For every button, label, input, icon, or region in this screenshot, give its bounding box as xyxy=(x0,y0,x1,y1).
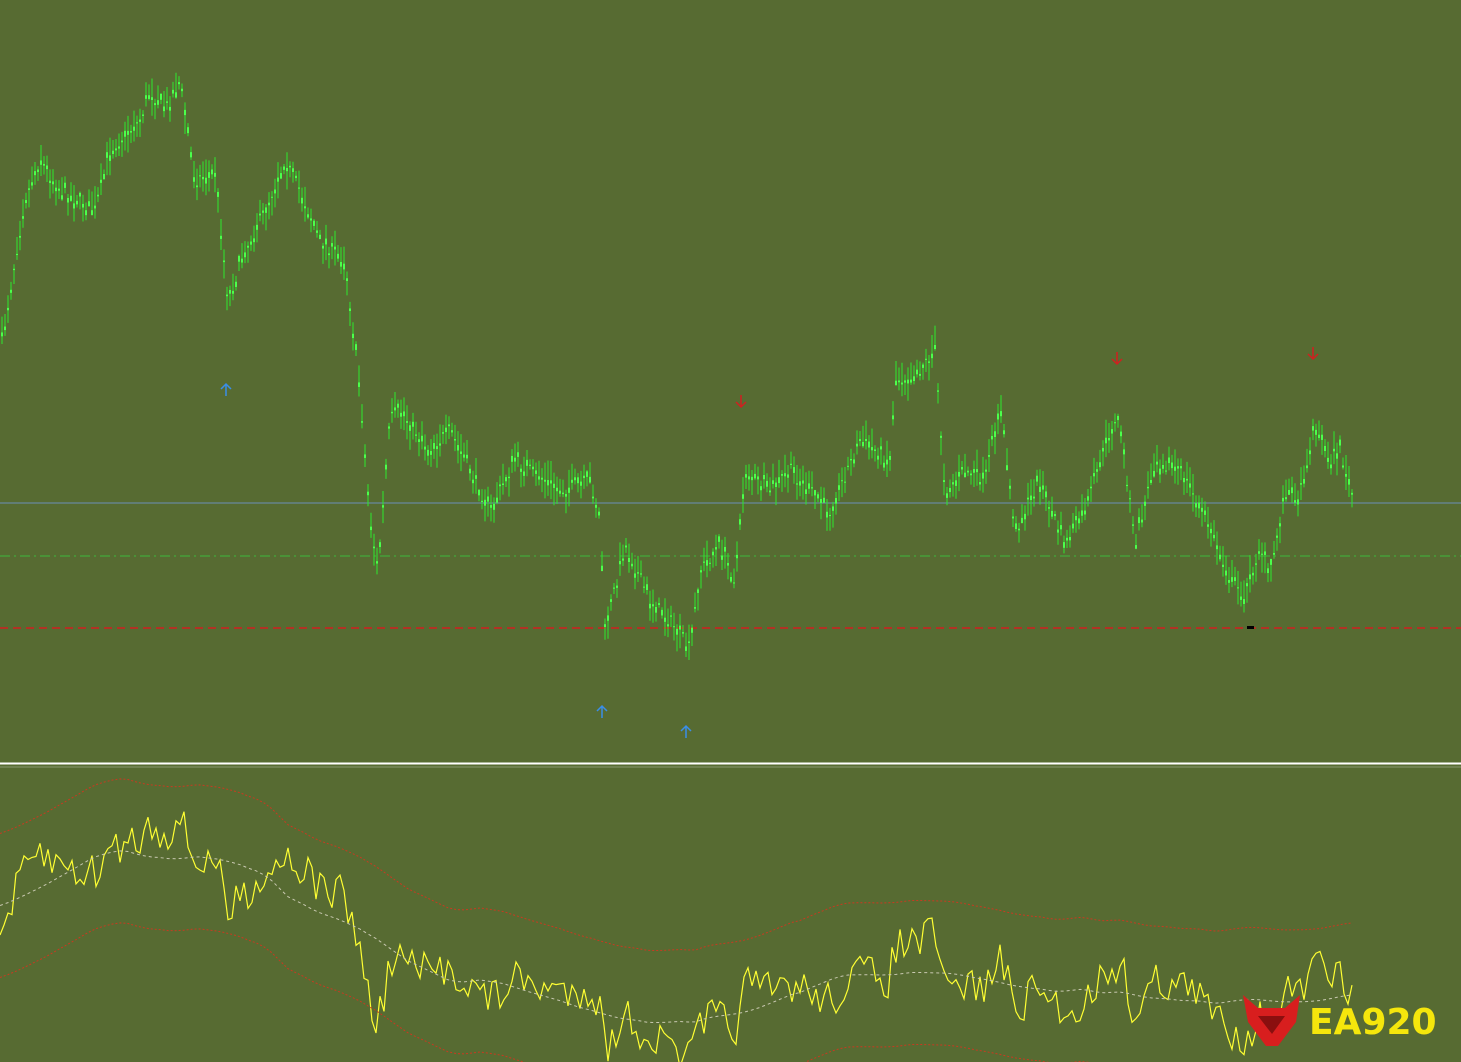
band-middle xyxy=(0,850,1353,1024)
sell-arrow xyxy=(1307,347,1319,361)
buy-arrow xyxy=(680,724,692,738)
oscillator-line xyxy=(0,811,1353,1062)
logo: EA920 xyxy=(1243,995,1437,1046)
marker xyxy=(1247,626,1254,629)
logo-text: EA920 xyxy=(1309,1002,1437,1043)
signal-arrows xyxy=(220,347,1319,738)
oscillator xyxy=(0,778,1353,1062)
band-upper xyxy=(0,778,1353,952)
sell-arrow xyxy=(735,395,747,409)
buy-arrow xyxy=(220,382,232,396)
logo-icon xyxy=(1258,1016,1285,1034)
price-candles xyxy=(1,72,1353,660)
buy-arrow xyxy=(596,704,608,718)
sell-arrow xyxy=(1111,352,1123,366)
